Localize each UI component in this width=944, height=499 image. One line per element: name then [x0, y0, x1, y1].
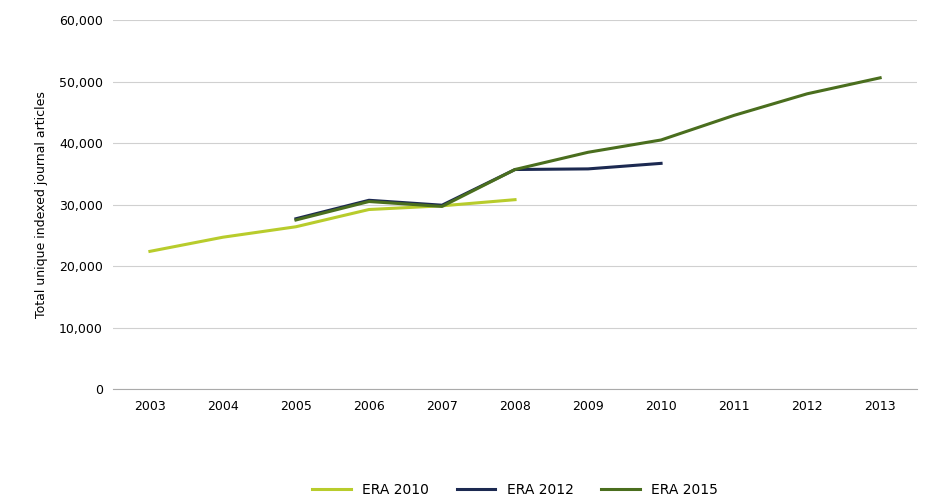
- ERA 2012: [436, 202, 447, 208]
- ERA 2015: [801, 91, 812, 97]
- Line: ERA 2012: ERA 2012: [295, 163, 661, 219]
- ERA 2015: [582, 149, 593, 155]
- ERA 2015: [436, 204, 447, 210]
- Line: ERA 2010: ERA 2010: [150, 200, 514, 251]
- ERA 2010: [290, 224, 301, 230]
- ERA 2010: [436, 203, 447, 209]
- ERA 2012: [362, 197, 374, 203]
- ERA 2012: [655, 160, 666, 166]
- Legend: ERA 2010, ERA 2012, ERA 2015: ERA 2010, ERA 2012, ERA 2015: [306, 478, 723, 499]
- ERA 2015: [728, 112, 739, 118]
- ERA 2012: [509, 167, 520, 173]
- ERA 2015: [509, 167, 520, 173]
- ERA 2015: [873, 75, 885, 81]
- ERA 2010: [362, 207, 374, 213]
- ERA 2015: [362, 199, 374, 205]
- ERA 2010: [217, 234, 228, 240]
- Y-axis label: Total unique indexed journal articles: Total unique indexed journal articles: [35, 91, 48, 318]
- ERA 2015: [655, 137, 666, 143]
- ERA 2012: [290, 216, 301, 222]
- ERA 2010: [509, 197, 520, 203]
- Line: ERA 2015: ERA 2015: [295, 78, 879, 220]
- ERA 2012: [582, 166, 593, 172]
- ERA 2015: [290, 217, 301, 223]
- ERA 2010: [144, 249, 156, 254]
